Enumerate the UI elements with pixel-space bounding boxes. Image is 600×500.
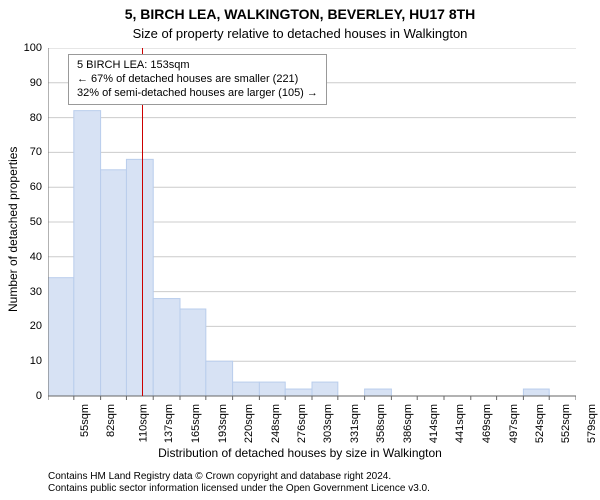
annotation-line-1: 5 BIRCH LEA: 153sqm xyxy=(77,59,318,73)
x-tick-label: 276sqm xyxy=(297,404,309,443)
x-tick-label: 358sqm xyxy=(375,404,387,443)
histogram-bar xyxy=(101,170,127,396)
y-tick-label: 60 xyxy=(12,181,42,193)
x-tick-label: 441sqm xyxy=(454,404,466,443)
histogram-bar xyxy=(233,382,260,396)
x-tick-label: 248sqm xyxy=(270,404,282,443)
annotation-box: 5 BIRCH LEA: 153sqm ← 67% of detached ho… xyxy=(68,54,327,105)
histogram-bar xyxy=(365,389,392,396)
annotation-line-2: ← 67% of detached houses are smaller (22… xyxy=(77,73,318,87)
y-tick-label: 100 xyxy=(12,42,42,54)
x-tick-label: 524sqm xyxy=(534,404,546,443)
x-tick-label: 82sqm xyxy=(105,404,117,437)
chart-container: 5, BIRCH LEA, WALKINGTON, BEVERLEY, HU17… xyxy=(0,0,600,500)
y-tick-label: 0 xyxy=(12,390,42,402)
y-tick-label: 10 xyxy=(12,355,42,367)
histogram-bar xyxy=(48,278,74,396)
histogram-bar xyxy=(523,389,549,396)
x-axis-label: Distribution of detached houses by size … xyxy=(0,446,600,460)
y-tick-label: 90 xyxy=(12,77,42,89)
histogram-bar xyxy=(206,361,233,396)
footer-line-2: Contains public sector information licen… xyxy=(48,483,430,495)
y-tick-label: 40 xyxy=(12,251,42,263)
histogram-bar xyxy=(74,111,101,396)
chart-title: 5, BIRCH LEA, WALKINGTON, BEVERLEY, HU17… xyxy=(0,6,600,22)
x-tick-label: 497sqm xyxy=(508,404,520,443)
x-tick-label: 579sqm xyxy=(586,404,598,443)
y-tick-label: 30 xyxy=(12,286,42,298)
x-tick-label: 137sqm xyxy=(164,404,176,443)
x-tick-label: 386sqm xyxy=(402,404,414,443)
histogram-bar xyxy=(285,389,312,396)
y-tick-label: 20 xyxy=(12,320,42,332)
y-tick-label: 50 xyxy=(12,216,42,228)
footer-line-1: Contains HM Land Registry data © Crown c… xyxy=(48,471,430,483)
plot-area: 0102030405060708090100 55sqm82sqm110sqm1… xyxy=(48,48,576,456)
chart-subtitle: Size of property relative to detached ho… xyxy=(0,26,600,41)
histogram-bar xyxy=(126,159,153,396)
x-tick-label: 55sqm xyxy=(79,404,91,437)
x-tick-label: 110sqm xyxy=(137,404,149,442)
x-tick-label: 414sqm xyxy=(429,404,441,443)
annotation-line-3: 32% of semi-detached houses are larger (… xyxy=(77,87,318,101)
x-tick-label: 331sqm xyxy=(349,404,361,443)
x-tick-label: 303sqm xyxy=(322,404,334,443)
y-tick-label: 70 xyxy=(12,146,42,158)
x-tick-label: 469sqm xyxy=(481,404,493,443)
histogram-bar xyxy=(312,382,338,396)
x-tick-label: 165sqm xyxy=(190,404,202,443)
histogram-bar xyxy=(259,382,285,396)
histogram-bar xyxy=(180,309,206,396)
x-tick-label: 220sqm xyxy=(243,404,255,443)
footer-attribution: Contains HM Land Registry data © Crown c… xyxy=(48,471,430,494)
x-tick-label: 552sqm xyxy=(561,404,573,443)
y-tick-label: 80 xyxy=(12,112,42,124)
histogram-bar xyxy=(153,299,180,396)
x-tick-label: 193sqm xyxy=(217,404,229,443)
